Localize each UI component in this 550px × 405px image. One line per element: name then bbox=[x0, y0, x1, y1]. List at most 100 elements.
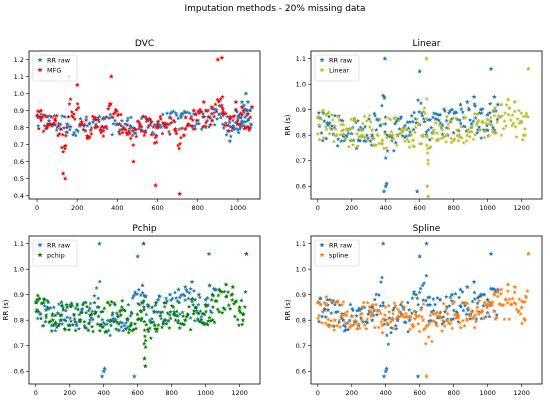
series-marker bbox=[237, 126, 243, 131]
data-point bbox=[203, 302, 209, 307]
series-marker bbox=[135, 312, 140, 317]
data-point bbox=[495, 101, 501, 107]
series-marker bbox=[457, 132, 462, 137]
series-marker bbox=[175, 143, 181, 148]
series-marker bbox=[158, 310, 164, 315]
series-marker bbox=[130, 295, 135, 300]
series-marker bbox=[442, 323, 447, 329]
series-marker bbox=[417, 109, 422, 114]
series-marker bbox=[442, 309, 448, 314]
series-marker bbox=[408, 315, 413, 320]
series-marker bbox=[490, 127, 495, 133]
y-tick-label: 0.7 bbox=[14, 141, 24, 149]
series-marker bbox=[145, 327, 150, 332]
series-marker bbox=[96, 117, 101, 122]
series-marker bbox=[197, 107, 203, 112]
series-marker bbox=[327, 131, 332, 136]
series-marker bbox=[151, 124, 156, 129]
series-marker bbox=[353, 118, 358, 123]
series-marker bbox=[36, 123, 41, 128]
series-marker bbox=[429, 339, 435, 344]
series-marker bbox=[34, 309, 39, 314]
series-marker bbox=[56, 123, 61, 129]
series-marker bbox=[350, 307, 356, 313]
series-marker bbox=[345, 128, 351, 133]
series-marker bbox=[474, 308, 480, 314]
data-point bbox=[522, 132, 528, 138]
series-marker bbox=[157, 293, 162, 298]
data-point bbox=[340, 312, 346, 318]
series-marker bbox=[227, 114, 233, 119]
series-marker bbox=[205, 295, 210, 300]
series-marker bbox=[386, 303, 391, 308]
series-marker bbox=[498, 114, 503, 119]
series-marker bbox=[413, 125, 418, 130]
series-marker bbox=[360, 121, 365, 126]
series-marker bbox=[441, 134, 446, 140]
chart-title: DVC bbox=[135, 39, 154, 49]
y-tick-label: 0.4 bbox=[14, 192, 24, 200]
series-marker bbox=[166, 129, 172, 134]
series-marker bbox=[442, 108, 448, 113]
series-marker bbox=[199, 317, 204, 322]
series-marker bbox=[394, 315, 399, 321]
series-marker bbox=[123, 127, 128, 132]
series-marker bbox=[323, 314, 328, 319]
series-marker bbox=[187, 123, 192, 128]
series-marker bbox=[54, 324, 60, 329]
series-marker bbox=[436, 313, 442, 319]
series-marker bbox=[121, 125, 127, 131]
series-marker bbox=[54, 322, 59, 327]
series-marker bbox=[192, 297, 198, 302]
legend-marker bbox=[319, 67, 325, 73]
series-marker bbox=[41, 300, 46, 305]
series-marker bbox=[488, 286, 493, 291]
series-marker bbox=[72, 319, 78, 324]
series-marker bbox=[388, 117, 393, 122]
series-marker bbox=[457, 117, 462, 123]
data-point bbox=[114, 121, 120, 127]
data-point bbox=[130, 158, 136, 164]
series-marker bbox=[236, 130, 241, 135]
data-point bbox=[203, 107, 209, 113]
series-marker bbox=[402, 138, 407, 144]
series-marker bbox=[146, 123, 152, 128]
series-marker bbox=[48, 122, 54, 127]
series-marker bbox=[525, 288, 530, 294]
series-marker bbox=[119, 127, 125, 132]
series-marker bbox=[208, 318, 213, 323]
series-marker bbox=[81, 300, 87, 305]
series-marker bbox=[142, 319, 147, 324]
series-marker bbox=[154, 133, 159, 138]
series-linear bbox=[315, 56, 531, 199]
series-marker bbox=[136, 287, 141, 292]
y-tick-label: 0.9 bbox=[14, 107, 24, 115]
data-point bbox=[356, 137, 362, 143]
series-marker bbox=[46, 300, 51, 305]
x-tick-label: 600 bbox=[131, 389, 143, 397]
data-point bbox=[437, 112, 443, 117]
series-marker bbox=[315, 131, 321, 136]
series-marker bbox=[492, 113, 497, 118]
x-tick-label: 1000 bbox=[479, 204, 496, 212]
series-marker bbox=[241, 108, 246, 113]
series-marker bbox=[205, 118, 210, 123]
series-marker bbox=[369, 310, 375, 315]
series-marker bbox=[492, 129, 498, 135]
series-marker bbox=[209, 111, 214, 116]
series-marker bbox=[93, 117, 99, 122]
series-marker bbox=[350, 125, 355, 130]
series-marker bbox=[130, 133, 135, 138]
series-marker bbox=[121, 328, 126, 333]
series-marker bbox=[143, 293, 149, 299]
series-marker bbox=[431, 318, 436, 323]
y-tick-label: 0.8 bbox=[14, 124, 24, 132]
series-marker bbox=[317, 301, 323, 306]
data-point bbox=[420, 317, 426, 323]
x-tick-label: 600 bbox=[413, 204, 425, 212]
data-point bbox=[332, 132, 338, 138]
series-marker bbox=[370, 304, 375, 310]
data-point bbox=[464, 284, 470, 290]
series-marker bbox=[372, 113, 378, 118]
